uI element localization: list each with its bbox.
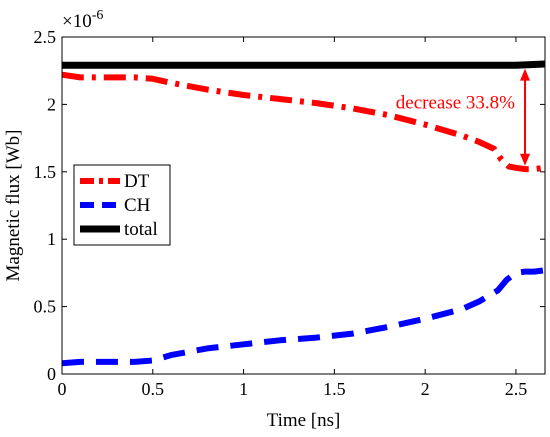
x-tick-label: 2 [421, 379, 430, 399]
annotation-layer: decrease 33.8% [396, 68, 531, 166]
y-axis-exponent: ×10-6 [62, 8, 103, 32]
y-tick-label: 1.5 [34, 162, 57, 182]
y-tick-label: 0 [47, 364, 56, 384]
series-line-ch [61, 267, 546, 367]
y-tick-label: 2 [47, 94, 56, 114]
legend-label-dt: DT [124, 171, 150, 192]
legend: DT CH total [73, 164, 171, 246]
x-tick-label: 0.5 [142, 379, 165, 399]
annotation-label: decrease 33.8% [396, 92, 515, 113]
series-layer [61, 60, 546, 367]
x-tick-label: 0 [58, 379, 67, 399]
legend-label-ch: CH [124, 195, 151, 216]
y-tick-label: 2.5 [34, 27, 57, 47]
series-line-total [62, 60, 546, 69]
y-exponent-power: -6 [92, 8, 104, 23]
legend-label-total: total [124, 219, 158, 240]
y-exponent-base: ×10 [62, 11, 92, 32]
x-axis-label: Time [ns] [267, 410, 341, 431]
x-tick-label: 2.5 [505, 379, 528, 399]
x-tick-label: 1.5 [323, 379, 346, 399]
y-axis-label: Magnetic flux [Wb] [3, 130, 24, 282]
series-line-dt [61, 71, 546, 173]
annotation-arrowhead-top [520, 68, 531, 81]
x-tick-label: 1 [239, 379, 248, 399]
plot-frame [61, 36, 546, 375]
y-tick-label: 1 [47, 229, 56, 249]
y-tick-label: 0.5 [34, 297, 57, 317]
annotation-arrowhead-bottom [520, 153, 531, 166]
ticks-layer: 0 0.5 1 1.5 2 2.5 0 0.5 1 1.5 2 2.5 [34, 27, 545, 399]
